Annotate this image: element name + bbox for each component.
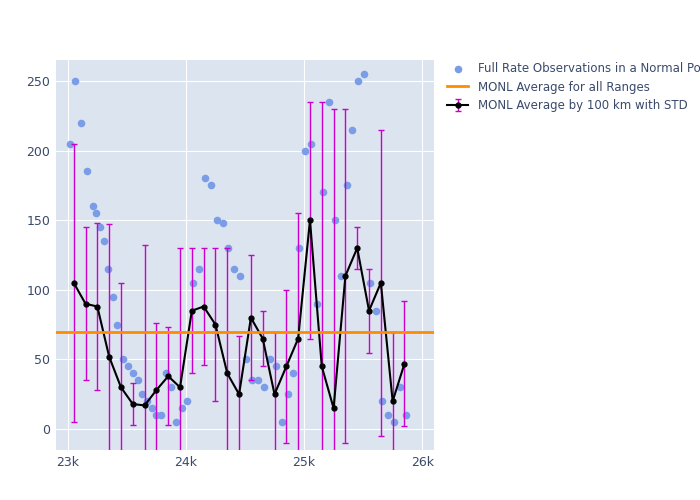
Full Rate Observations in a Normal Point: [358, 70, 370, 78]
Full Rate Observations in a Normal Point: [276, 418, 287, 426]
Full Rate Observations in a Normal Point: [234, 272, 246, 280]
Full Rate Observations in a Normal Point: [341, 182, 352, 190]
Full Rate Observations in a Normal Point: [365, 279, 376, 287]
Full Rate Observations in a Normal Point: [282, 390, 293, 398]
Full Rate Observations in a Normal Point: [193, 265, 204, 273]
Full Rate Observations in a Normal Point: [132, 376, 143, 384]
Full Rate Observations in a Normal Point: [165, 384, 176, 392]
Full Rate Observations in a Normal Point: [389, 418, 400, 426]
Full Rate Observations in a Normal Point: [347, 126, 358, 134]
Full Rate Observations in a Normal Point: [217, 219, 228, 227]
Full Rate Observations in a Normal Point: [229, 265, 240, 273]
Full Rate Observations in a Normal Point: [306, 140, 317, 147]
Full Rate Observations in a Normal Point: [75, 118, 86, 126]
Full Rate Observations in a Normal Point: [112, 320, 123, 328]
Full Rate Observations in a Normal Point: [264, 356, 275, 364]
Full Rate Observations in a Normal Point: [171, 418, 182, 426]
Full Rate Observations in a Normal Point: [335, 272, 346, 280]
Full Rate Observations in a Normal Point: [258, 384, 270, 392]
Full Rate Observations in a Normal Point: [99, 237, 110, 245]
Full Rate Observations in a Normal Point: [205, 182, 216, 190]
Full Rate Observations in a Normal Point: [211, 216, 223, 224]
Full Rate Observations in a Normal Point: [370, 306, 382, 314]
Full Rate Observations in a Normal Point: [382, 411, 393, 419]
Full Rate Observations in a Normal Point: [377, 397, 388, 405]
Full Rate Observations in a Normal Point: [199, 174, 211, 182]
Full Rate Observations in a Normal Point: [323, 98, 335, 106]
Full Rate Observations in a Normal Point: [155, 411, 167, 419]
Full Rate Observations in a Normal Point: [87, 202, 98, 210]
Full Rate Observations in a Normal Point: [150, 411, 162, 419]
Full Rate Observations in a Normal Point: [107, 293, 118, 301]
Full Rate Observations in a Normal Point: [64, 140, 76, 147]
Full Rate Observations in a Normal Point: [223, 244, 234, 252]
Full Rate Observations in a Normal Point: [317, 188, 328, 196]
Full Rate Observations in a Normal Point: [181, 397, 193, 405]
Full Rate Observations in a Normal Point: [81, 168, 92, 175]
Full Rate Observations in a Normal Point: [90, 209, 101, 217]
Full Rate Observations in a Normal Point: [146, 404, 158, 412]
Full Rate Observations in a Normal Point: [160, 370, 172, 378]
Full Rate Observations in a Normal Point: [270, 362, 281, 370]
Full Rate Observations in a Normal Point: [300, 146, 311, 154]
Full Rate Observations in a Normal Point: [188, 279, 199, 287]
Full Rate Observations in a Normal Point: [127, 370, 139, 378]
Full Rate Observations in a Normal Point: [329, 216, 340, 224]
Full Rate Observations in a Normal Point: [288, 370, 299, 378]
Full Rate Observations in a Normal Point: [94, 223, 105, 231]
Full Rate Observations in a Normal Point: [102, 265, 113, 273]
Full Rate Observations in a Normal Point: [294, 244, 305, 252]
Full Rate Observations in a Normal Point: [122, 362, 134, 370]
Full Rate Observations in a Normal Point: [400, 411, 412, 419]
Full Rate Observations in a Normal Point: [246, 376, 258, 384]
Full Rate Observations in a Normal Point: [69, 77, 80, 85]
Full Rate Observations in a Normal Point: [177, 404, 188, 412]
Full Rate Observations in a Normal Point: [136, 390, 148, 398]
Full Rate Observations in a Normal Point: [241, 356, 252, 364]
Full Rate Observations in a Normal Point: [394, 384, 405, 392]
Full Rate Observations in a Normal Point: [353, 77, 364, 85]
Full Rate Observations in a Normal Point: [312, 300, 323, 308]
Legend: Full Rate Observations in a Normal Point, MONL Average for all Ranges, MONL Aver: Full Rate Observations in a Normal Point…: [444, 58, 700, 116]
Full Rate Observations in a Normal Point: [141, 397, 153, 405]
Full Rate Observations in a Normal Point: [253, 376, 264, 384]
Full Rate Observations in a Normal Point: [118, 356, 129, 364]
